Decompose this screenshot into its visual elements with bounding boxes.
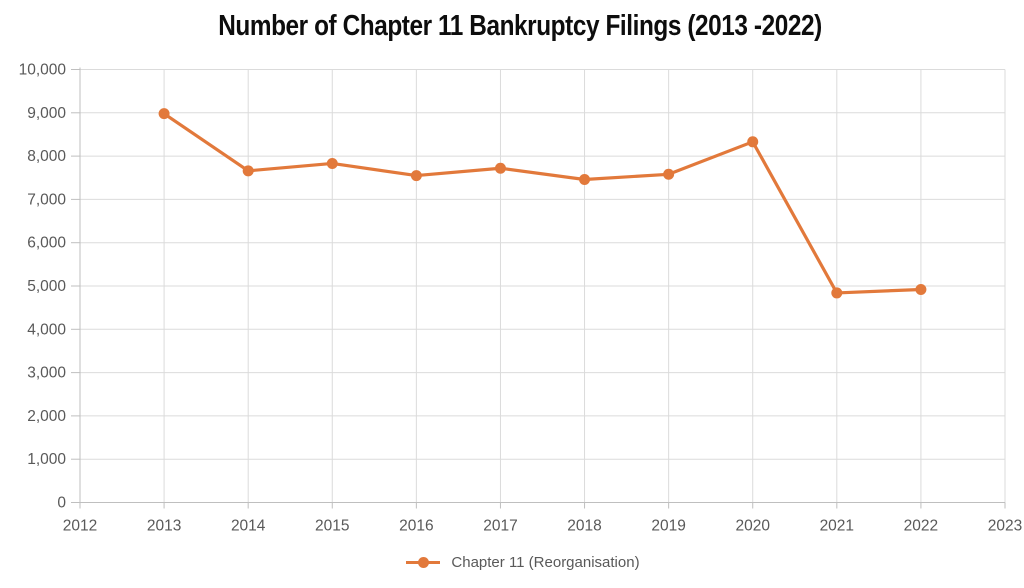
legend-marker-icon — [418, 557, 430, 568]
y-axis-tick-label: 9,000 — [27, 105, 66, 122]
data-point-2013 — [158, 108, 170, 120]
y-axis-tick-label: 6,000 — [27, 235, 66, 252]
x-axis-tick-label: 2015 — [315, 518, 349, 535]
data-point-2022 — [915, 283, 927, 295]
y-axis-tick-label: 3,000 — [27, 365, 66, 382]
x-axis-tick-label: 2017 — [483, 518, 517, 535]
x-axis-tick-label: 2023 — [988, 518, 1022, 535]
x-axis-tick-label: 2016 — [399, 518, 433, 535]
data-point-2014 — [242, 165, 254, 177]
y-axis-tick-label: 5,000 — [27, 278, 66, 295]
data-point-2015 — [326, 157, 338, 169]
x-axis-tick-label: 2022 — [904, 518, 938, 535]
y-axis-tick-label: 8,000 — [27, 148, 66, 165]
x-axis-tick-label: 2012 — [63, 518, 97, 535]
y-axis-tick-label: 2,000 — [27, 408, 66, 425]
y-axis-tick-label: 4,000 — [27, 321, 66, 338]
y-axis-tick-label: 7,000 — [27, 191, 66, 208]
y-axis-tick-label: 1,000 — [27, 451, 66, 468]
x-axis-tick-label: 2013 — [147, 518, 181, 535]
chart-title: Number of Chapter 11 Bankruptcy Filings … — [218, 10, 822, 42]
x-axis-tick-label: 2014 — [231, 518, 266, 535]
series-line — [162, 112, 923, 295]
data-point-2018 — [579, 173, 591, 185]
y-axis-tick-label: 0 — [57, 495, 66, 512]
data-point-2016 — [410, 170, 422, 182]
data-point-2019 — [663, 168, 675, 180]
data-point-2017 — [494, 162, 506, 174]
legend: Chapter 11 (Reorganisation) — [0, 554, 1024, 571]
x-axis-tick-label: 2018 — [567, 518, 601, 535]
legend-series-label: Chapter 11 (Reorganisation) — [451, 554, 640, 571]
data-point-2021 — [831, 287, 843, 299]
x-axis-tick-label: 2021 — [820, 518, 854, 535]
y-axis-tick-label: 10,000 — [19, 62, 67, 79]
legend-series-swatch — [406, 557, 441, 568]
x-axis-tick-label: 2019 — [651, 518, 685, 535]
data-point-2020 — [747, 136, 759, 148]
x-axis-tick-label: 2020 — [735, 518, 770, 535]
